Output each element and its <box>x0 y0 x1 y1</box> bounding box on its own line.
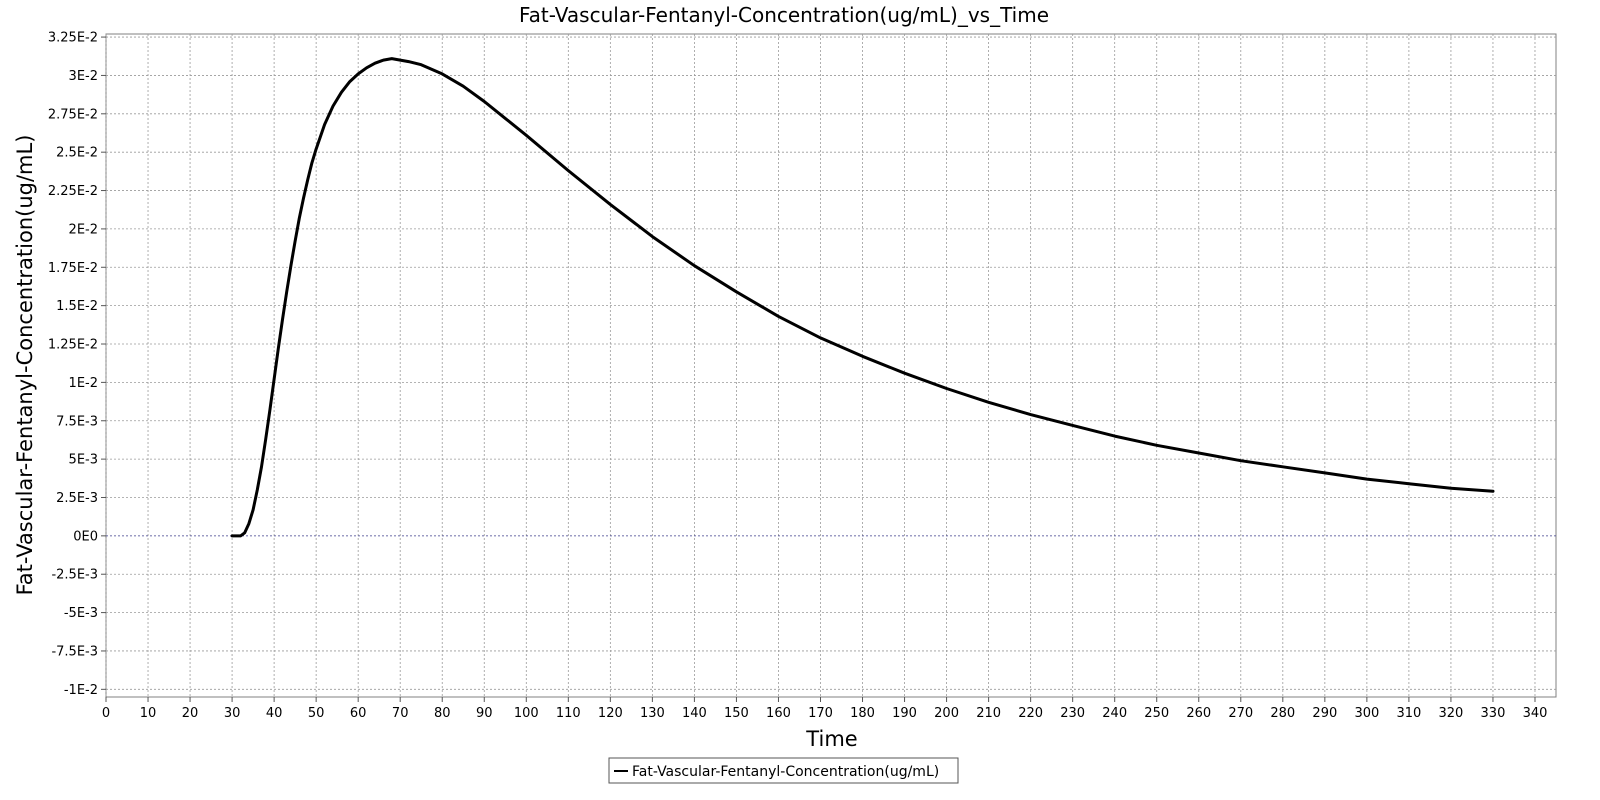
x-tick-label: 120 <box>598 706 623 721</box>
y-tick-label: -2.5E-3 <box>51 568 98 583</box>
x-tick-label: 170 <box>808 706 833 721</box>
x-tick-label: 190 <box>892 706 917 721</box>
x-tick-label: 130 <box>640 706 665 721</box>
x-tick-label: 60 <box>350 706 367 721</box>
x-tick-label: 230 <box>1060 706 1085 721</box>
x-tick-label: 70 <box>392 706 409 721</box>
y-tick-label: 5E-3 <box>69 453 98 468</box>
x-tick-label: 330 <box>1481 706 1506 721</box>
y-tick-label: 1E-2 <box>69 376 98 391</box>
x-tick-label: 0 <box>102 706 110 721</box>
y-tick-label: 2E-2 <box>69 222 98 237</box>
x-tick-label: 250 <box>1144 706 1169 721</box>
x-tick-label: 110 <box>556 706 581 721</box>
y-tick-label: 3.25E-2 <box>48 31 98 46</box>
series-layer <box>230 57 1495 538</box>
x-axis: 0 10 20 30 40 50 60 70 80 90 100 110 120 130 140 150 160… <box>102 697 1548 721</box>
chart-title: Fat-Vascular-Fentanyl-Concentration(ug/m… <box>519 3 1049 27</box>
x-tick-label: 310 <box>1396 706 1421 721</box>
y-tick-label: 3E-2 <box>69 69 98 84</box>
y-tick-label: 0E0 <box>73 529 98 544</box>
x-tick-label: 260 <box>1186 706 1211 721</box>
y-gridlines <box>106 36 1556 690</box>
x-tick-label: 270 <box>1228 706 1253 721</box>
x-tick-label: 300 <box>1354 706 1379 721</box>
y-tick-label: 2.5E-2 <box>56 146 98 161</box>
legend: Fat-Vascular-Fentanyl-Concentration(ug/m… <box>608 757 959 784</box>
x-tick-label: 290 <box>1312 706 1337 721</box>
y-tick-label: 1.25E-2 <box>48 338 98 353</box>
x-tick-label: 160 <box>766 706 791 721</box>
plot-border <box>105 33 1557 698</box>
y-axis: -1E-2 -7.5E-3 -5E-3 -2.5E-3 0E0 2.5E-3 5E-3 7.5… <box>48 31 106 698</box>
x-tick-label: 20 <box>182 706 199 721</box>
x-tick-label: 220 <box>1018 706 1043 721</box>
y-tick-label: 2.25E-2 <box>48 184 98 199</box>
x-tick-label: 210 <box>976 706 1001 721</box>
x-tick-label: 340 <box>1523 706 1548 721</box>
x-tick-label: 200 <box>934 706 959 721</box>
x-tick-label: 140 <box>682 706 707 721</box>
y-tick-label: 1.5E-2 <box>56 299 98 314</box>
x-tick-label: 90 <box>476 706 493 721</box>
x-tick-label: 320 <box>1439 706 1464 721</box>
x-tick-label: 40 <box>266 706 283 721</box>
x-tick-label: 240 <box>1102 706 1127 721</box>
y-tick-label: 1.75E-2 <box>48 261 98 276</box>
y-tick-label: -5E-3 <box>64 606 98 621</box>
x-tick-label: 180 <box>850 706 875 721</box>
x-gridlines <box>105 34 1536 697</box>
plot-area <box>105 33 1557 698</box>
legend-box <box>608 757 959 784</box>
series-line <box>230 57 1495 538</box>
y-tick-label: 7.5E-3 <box>56 414 98 429</box>
x-tick-label: 30 <box>224 706 241 721</box>
y-tick-label: -7.5E-3 <box>51 644 98 659</box>
y-tick-label: 2.75E-2 <box>48 107 98 122</box>
x-axis-title: Time <box>805 727 857 751</box>
y-tick-label: 2.5E-3 <box>56 491 98 506</box>
y-tick-label: -1E-2 <box>64 683 98 698</box>
x-tick-label: 150 <box>724 706 749 721</box>
x-tick-label: 50 <box>308 706 325 721</box>
x-tick-label: 80 <box>434 706 451 721</box>
x-tick-label: 280 <box>1270 706 1295 721</box>
x-tick-label: 10 <box>140 706 157 721</box>
x-tick-label: 100 <box>514 706 539 721</box>
legend-label: Fat-Vascular-Fentanyl-Concentration(ug/m… <box>632 764 939 780</box>
y-axis-title: Fat-Vascular-Fentanyl-Concentration(ug/m… <box>13 135 37 596</box>
